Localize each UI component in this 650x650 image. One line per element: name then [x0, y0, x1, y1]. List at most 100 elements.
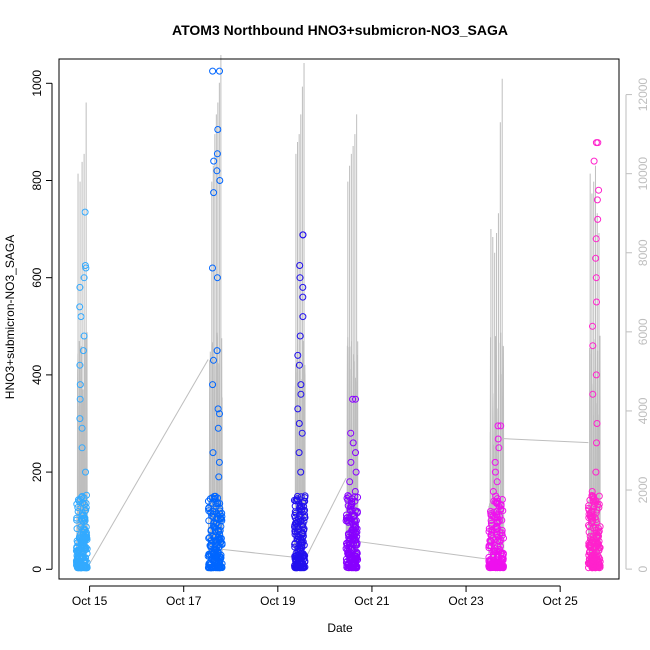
data-point-F4: [352, 468, 360, 476]
data-point-F1: [82, 504, 90, 511]
data-point-F4: [352, 556, 360, 564]
data-point-F6: [595, 532, 602, 540]
data-point-F2: [209, 508, 217, 515]
data-point-F5: [491, 548, 499, 556]
data-point-F1: [76, 303, 84, 311]
data-point-F2: [213, 167, 221, 175]
data-point-F2: [213, 555, 221, 563]
data-point-F2: [213, 347, 221, 355]
data-point-F5: [490, 497, 498, 505]
data-point-F3: [297, 549, 305, 557]
data-point-F2: [214, 405, 222, 413]
data-point-F6: [592, 274, 600, 282]
data-point-F4: [344, 492, 352, 500]
data-point-F4: [353, 552, 360, 560]
altitude-connector-5: [503, 438, 589, 444]
x-tick-label: Oct 21: [354, 594, 390, 608]
data-point-F6: [594, 139, 602, 147]
data-point-F2: [210, 157, 218, 165]
data-point-F5: [497, 505, 505, 513]
data-point-F5: [493, 522, 501, 530]
data-point-F4: [353, 562, 361, 570]
data-point-F2: [216, 536, 224, 544]
data-point-F2: [210, 356, 217, 364]
data-point-F1: [74, 504, 82, 511]
data-point-F1: [76, 395, 84, 403]
data-point-F2: [207, 560, 215, 568]
data-point-F3: [296, 262, 304, 269]
data-point-F4: [353, 533, 361, 541]
data-point-F1: [81, 543, 89, 551]
data-point-F6: [593, 563, 601, 571]
data-point-F2: [215, 473, 223, 481]
data-point-F6: [588, 514, 596, 522]
data-point-F4: [351, 559, 359, 567]
data-point-F1: [81, 507, 89, 515]
data-point-F6: [595, 527, 603, 535]
data-point-F1: [73, 514, 81, 522]
data-point-F6: [585, 528, 593, 536]
data-point-F6: [593, 298, 600, 306]
data-point-F5: [494, 537, 502, 545]
x-tick-label: Oct 25: [542, 594, 578, 608]
data-point-F3: [299, 313, 307, 321]
data-point-F3: [292, 549, 300, 557]
data-point-F4: [343, 542, 351, 549]
data-point-F5: [493, 478, 501, 486]
data-point-F5: [494, 435, 502, 443]
data-point-F2: [207, 526, 215, 534]
data-point-F5: [495, 444, 503, 452]
data-point-F5: [499, 551, 507, 558]
data-point-F6: [589, 342, 597, 350]
data-point-F6: [592, 468, 600, 476]
data-point-F5: [498, 531, 506, 539]
data-point-F2: [216, 177, 224, 184]
data-point-F2: [213, 520, 220, 528]
data-point-F2: [209, 381, 217, 389]
data-point-F4: [347, 458, 355, 466]
y2-tick-label: 12000: [636, 78, 650, 112]
y2-axis: 0 2000 4000 6000 8000 10000 12000: [625, 78, 650, 572]
data-point-F2: [205, 534, 213, 542]
data-point-F1: [80, 274, 88, 282]
data-point-F1: [82, 264, 90, 272]
altitude-connector-4: [357, 540, 489, 560]
data-point-F5: [487, 542, 495, 550]
data-point-F1: [76, 283, 84, 291]
data-point-F3: [296, 274, 304, 282]
data-point-F5: [497, 422, 505, 430]
plot-frame: [58, 58, 620, 580]
data-point-F2: [210, 189, 218, 197]
data-point-F4: [345, 533, 353, 541]
data-point-F6: [593, 439, 600, 447]
data-point-F3: [297, 468, 305, 476]
data-point-F2: [210, 492, 218, 500]
data-point-F3: [293, 532, 301, 540]
data-point-F1: [76, 415, 84, 423]
data-point-F5: [493, 507, 501, 515]
data-point-F1: [81, 526, 88, 534]
data-point-F2: [216, 67, 223, 75]
data-point-F2: [216, 507, 224, 515]
data-point-F3: [292, 497, 300, 505]
data-point-F6: [586, 542, 594, 550]
data-point-F5: [498, 496, 506, 503]
data-point-F2: [216, 410, 223, 418]
data-point-F3: [295, 420, 303, 427]
data-point-F1: [78, 444, 86, 452]
data-point-F3: [297, 493, 305, 501]
data-point-F3: [298, 506, 306, 513]
data-point-F3: [299, 231, 307, 239]
data-point-F3: [294, 351, 302, 359]
data-point-F6: [585, 523, 593, 531]
data-point-F3: [296, 502, 304, 510]
data-point-F2: [215, 458, 223, 466]
data-point-F5: [491, 458, 499, 466]
data-point-F6: [589, 322, 596, 330]
y-tick-label: 600: [30, 267, 44, 287]
data-point-F6: [585, 506, 593, 514]
data-point-F6: [592, 526, 600, 534]
data-point-F1: [74, 508, 82, 515]
data-point-F1: [83, 563, 91, 571]
data-point-F6: [592, 371, 600, 379]
